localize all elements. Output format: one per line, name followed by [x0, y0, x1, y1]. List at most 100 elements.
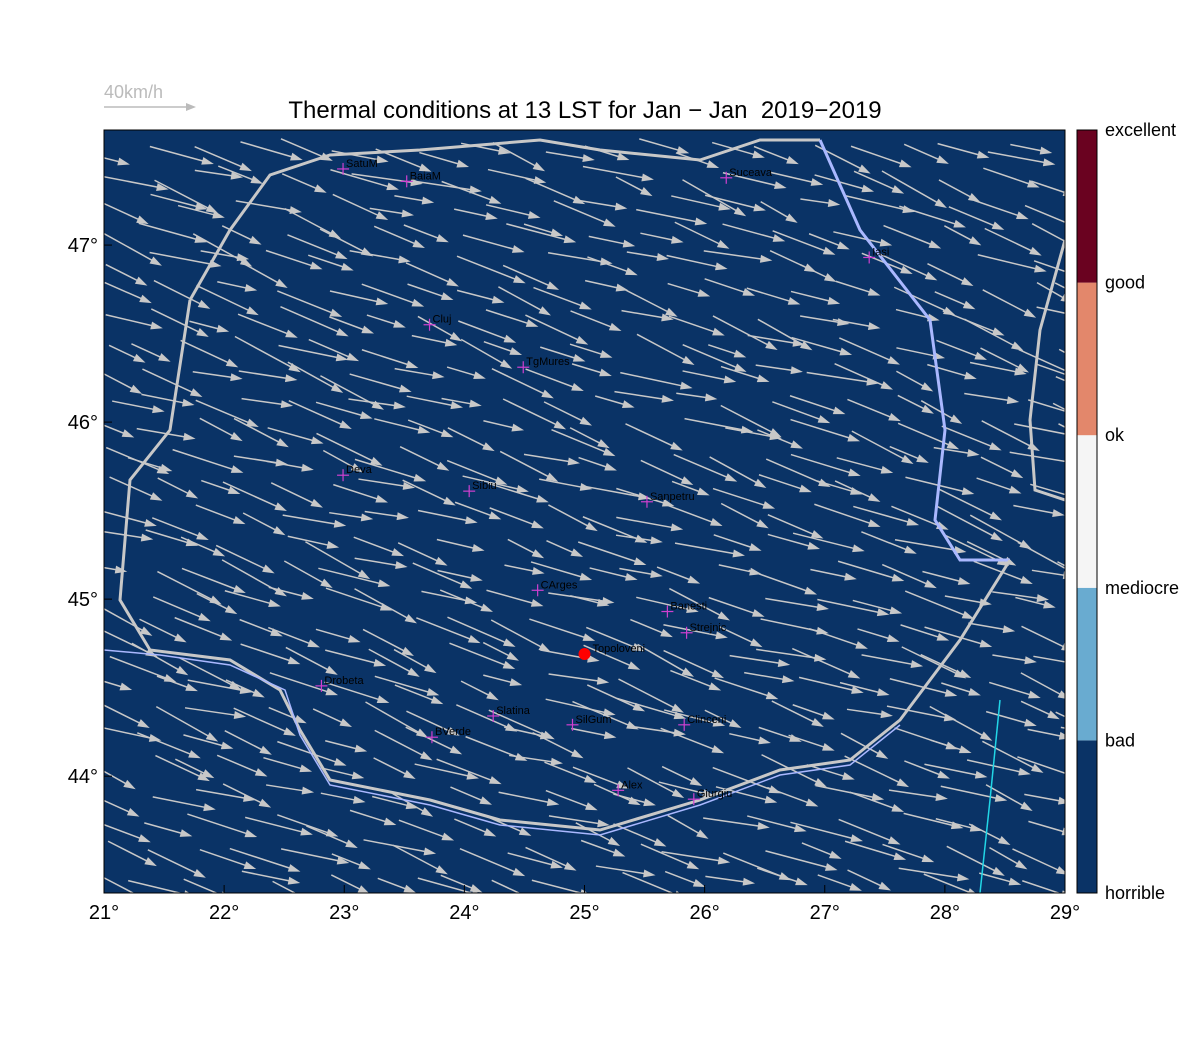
- wind-arrow: [976, 477, 1015, 492]
- wind-arrow: [172, 448, 237, 472]
- wind-arrow: [105, 263, 141, 283]
- wind-arrow: [660, 727, 717, 751]
- wind-arrow: [744, 671, 787, 681]
- wind-arrow: [104, 157, 123, 164]
- wind-arrow: [315, 401, 366, 417]
- wind-arrow-head: [459, 580, 473, 589]
- wind-arrow-head: [233, 711, 247, 719]
- wind-arrow: [145, 529, 191, 545]
- wind-arrow-head: [847, 433, 860, 442]
- wind-arrow-head: [1024, 718, 1037, 727]
- wind-arrow: [545, 151, 588, 160]
- wind-arrow-head: [175, 665, 189, 676]
- wind-arrow-head: [307, 639, 320, 648]
- wind-arrow-head: [708, 682, 722, 691]
- wind-arrow-head: [140, 533, 154, 542]
- city-label: BVerde: [435, 726, 471, 738]
- wind-arrow: [196, 592, 231, 612]
- wind-arrow: [449, 642, 509, 667]
- wind-arrow: [630, 618, 666, 635]
- wind-arrow-head: [1015, 859, 1028, 870]
- wind-arrow-head: [711, 669, 725, 679]
- wind-arrow: [199, 417, 236, 439]
- wind-arrow-head: [1008, 485, 1022, 494]
- wind-arrow-head: [967, 192, 981, 203]
- wind-arrow-head: [790, 440, 803, 449]
- wind-arrow-head: [320, 578, 333, 589]
- wind-arrow-head: [991, 327, 1005, 336]
- wind-arrow: [502, 264, 553, 288]
- wind-arrow: [1055, 711, 1065, 718]
- wind-arrow: [322, 449, 357, 470]
- wind-arrow: [770, 171, 816, 184]
- wind-arrow: [718, 626, 756, 645]
- wind-arrow-head: [194, 235, 208, 243]
- wind-arrow: [437, 569, 476, 580]
- wind-arrow-head: [625, 267, 638, 276]
- wind-arrow-head: [288, 362, 301, 373]
- wind-arrow: [104, 373, 136, 391]
- wind-arrow: [233, 707, 289, 734]
- wind-arrow: [765, 458, 824, 485]
- city-label: CArges: [541, 579, 578, 591]
- wind-arrow: [758, 726, 795, 740]
- wind-arrow-head: [398, 384, 412, 393]
- wind-arrow: [891, 505, 942, 528]
- wind-arrow-head: [287, 876, 301, 885]
- wind-arrow-head: [309, 261, 323, 270]
- wind-arrow: [104, 727, 154, 740]
- wind-arrow: [235, 200, 295, 212]
- wind-arrow: [373, 757, 409, 777]
- wind-arrow-head: [483, 828, 497, 837]
- wind-arrow: [703, 817, 763, 828]
- wind-arrow: [104, 876, 135, 893]
- wind-arrow-head: [757, 821, 770, 830]
- wind-arrow: [397, 542, 441, 563]
- wind-arrow: [361, 283, 417, 305]
- wind-arrow-head: [299, 764, 313, 773]
- wind-arrow-head: [149, 256, 162, 266]
- wind-arrow: [948, 206, 998, 228]
- wind-arrow: [441, 397, 474, 406]
- wind-arrow-head: [920, 382, 934, 392]
- wind-arrow-head: [1129, 636, 1142, 644]
- wind-arrow: [456, 289, 497, 302]
- wind-arrow-head: [1062, 571, 1065, 580]
- wind-arrow: [201, 479, 234, 493]
- wind-arrow-head: [879, 238, 893, 247]
- wind-arrow: [545, 698, 608, 714]
- wind-arrow: [938, 179, 974, 200]
- wind-arrow: [150, 193, 201, 208]
- wind-arrow-head: [625, 572, 638, 581]
- wind-arrow-head: [1028, 690, 1041, 699]
- wind-arrow: [316, 432, 376, 463]
- wind-arrow-head: [270, 628, 283, 637]
- wind-arrow-head: [546, 281, 560, 290]
- wind-arrow: [440, 874, 476, 891]
- wind-arrow-head: [689, 777, 703, 786]
- wind-arrow-head: [1121, 668, 1134, 676]
- wind-arrow-head: [671, 788, 685, 799]
- wind-arrow: [1012, 848, 1062, 873]
- wind-arrow: [570, 595, 602, 605]
- wind-arrow: [456, 255, 519, 282]
- wind-arrow-head: [876, 608, 890, 617]
- wind-arrow: [492, 142, 539, 169]
- wind-arrow-head: [345, 839, 358, 848]
- wind-arrow-head: [148, 734, 162, 742]
- wind-arrow-head: [201, 156, 214, 165]
- wind-arrow: [941, 682, 974, 694]
- wind-arrow: [790, 290, 833, 303]
- wind-arrow-head: [627, 661, 641, 670]
- wind-arrow: [658, 781, 708, 795]
- y-tick-label: 46°: [68, 412, 98, 434]
- wind-arrow: [616, 487, 668, 505]
- y-tick-label: 47°: [68, 235, 98, 257]
- wind-arrow: [586, 684, 639, 709]
- city-marker: [661, 605, 674, 618]
- wind-arrow: [234, 335, 295, 370]
- wind-arrow: [525, 368, 577, 389]
- wind-arrow-head: [1106, 306, 1119, 315]
- wind-arrow-head: [420, 807, 434, 817]
- wind-arrow-head: [502, 638, 516, 647]
